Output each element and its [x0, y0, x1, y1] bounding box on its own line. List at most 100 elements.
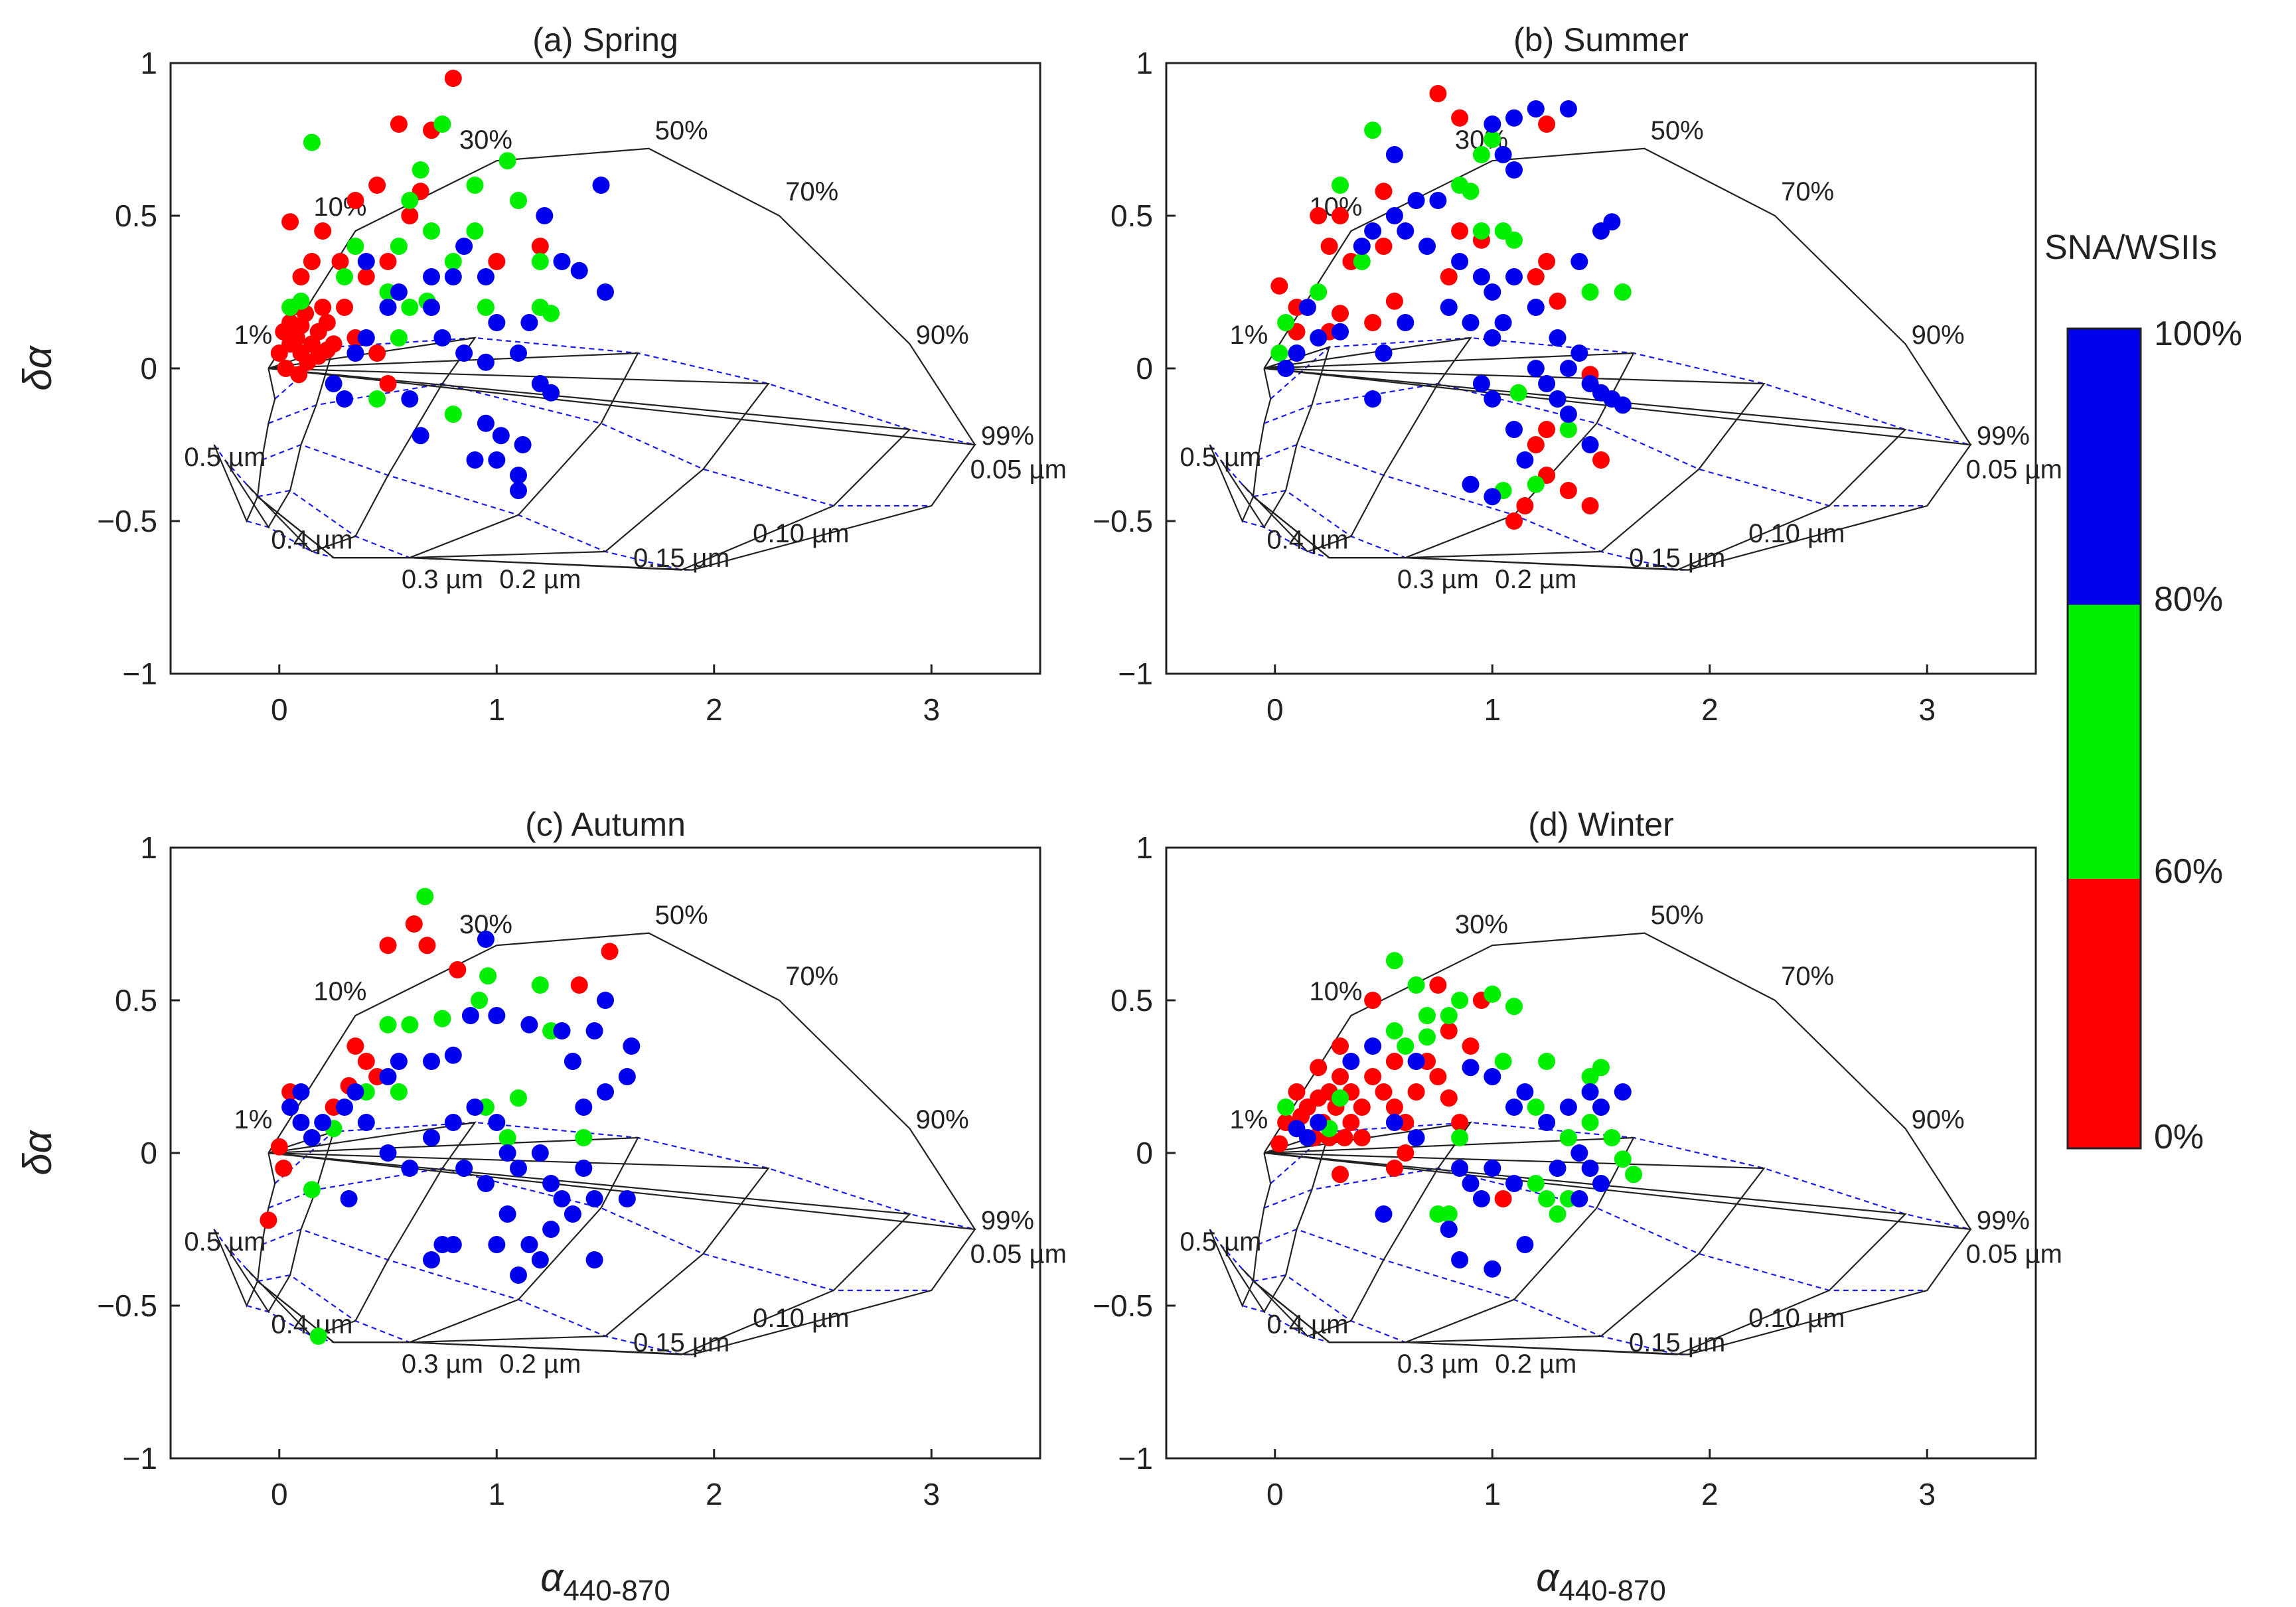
radius-label: 0.05 µm	[1966, 455, 2062, 485]
radius-label: 0.10 µm	[1748, 519, 1845, 548]
radius-label: 0.3 µm	[402, 565, 483, 594]
colorbar: SNA/WSIIs 100% 80% 60% 0%	[2044, 228, 2242, 1156]
fraction-grid-line	[1209, 1152, 1272, 1308]
y-tick-label: 0	[1136, 1136, 1153, 1170]
y-tick-label: 0.5	[1110, 983, 1153, 1018]
x-tick-label: 0	[271, 1477, 288, 1511]
x-tick-label: 2	[706, 1477, 723, 1511]
data-point	[405, 915, 423, 933]
data-point	[423, 1053, 440, 1070]
fraction-label: 90%	[1912, 1105, 1965, 1134]
y-tick-label: −0.5	[1093, 1288, 1153, 1323]
data-point	[520, 1016, 538, 1033]
plot-area	[169, 846, 1041, 1460]
data-point	[292, 1114, 310, 1131]
data-point	[346, 192, 364, 209]
data-point	[444, 406, 462, 423]
data-point	[1592, 1175, 1610, 1192]
data-point	[1538, 115, 1556, 133]
data-point	[1310, 1114, 1328, 1131]
data-point	[1472, 222, 1490, 240]
fraction-grid-line	[213, 368, 276, 523]
data-point	[281, 299, 299, 316]
radius-label: 0.10 µm	[1748, 1304, 1845, 1333]
data-point	[357, 1053, 375, 1070]
data-point	[1385, 1160, 1403, 1177]
data-point	[1451, 1251, 1469, 1268]
data-point	[1270, 344, 1288, 362]
data-point	[1527, 436, 1545, 453]
x-tick-label: 2	[1701, 1477, 1719, 1511]
data-point	[1484, 1068, 1501, 1085]
panel-title-winter: (d) Winter	[1528, 806, 1673, 843]
data-point	[379, 253, 397, 270]
data-point	[1538, 1114, 1556, 1131]
radius-label: 0.2 µm	[499, 1349, 581, 1379]
data-point	[455, 1160, 473, 1177]
data-point	[1570, 1190, 1588, 1207]
data-point	[1385, 1053, 1403, 1070]
data-point	[303, 253, 321, 270]
colorbar-label-0: 0%	[2154, 1118, 2204, 1156]
radius-label: 0.5 µm	[1180, 1227, 1261, 1257]
data-point	[570, 262, 588, 279]
data-point	[390, 1083, 408, 1101]
data-point	[1472, 375, 1490, 392]
data-point	[340, 1190, 358, 1207]
radius-label: 0.05 µm	[970, 1240, 1067, 1269]
data-point	[379, 1144, 397, 1162]
data-point	[1484, 131, 1501, 148]
colorbar-label-60: 60%	[2154, 852, 2223, 891]
y-tick-label: 1	[140, 830, 157, 865]
colorbar-label-100: 100%	[2154, 315, 2242, 353]
data-point	[1332, 1068, 1349, 1085]
data-point	[1505, 1175, 1523, 1192]
data-point	[575, 1160, 593, 1177]
data-point	[1472, 146, 1490, 163]
data-point	[1505, 161, 1523, 179]
data-point	[390, 115, 408, 133]
data-point	[498, 1144, 516, 1162]
data-point	[1364, 390, 1382, 408]
data-point	[1385, 146, 1403, 163]
data-point	[292, 317, 310, 335]
data-point	[1429, 976, 1447, 994]
fraction-label: 70%	[1781, 962, 1834, 991]
data-point	[277, 360, 295, 377]
data-point	[1364, 222, 1382, 240]
data-point	[1418, 1028, 1436, 1046]
data-point	[444, 268, 462, 285]
radius-label: 0.15 µm	[1629, 544, 1725, 573]
fraction-label: 70%	[785, 177, 838, 206]
data-point	[1364, 992, 1382, 1009]
data-point	[597, 992, 614, 1009]
x-tick-label: 1	[488, 1477, 505, 1511]
data-point	[1375, 1083, 1393, 1101]
data-point	[444, 1236, 462, 1253]
data-point	[1451, 253, 1469, 270]
data-point	[1364, 1068, 1382, 1085]
data-point	[1581, 1083, 1599, 1101]
fraction-envelope-line	[268, 147, 976, 445]
data-point	[423, 299, 440, 316]
data-point	[1559, 100, 1577, 117]
data-point	[1407, 192, 1425, 209]
fraction-label: 10%	[313, 977, 366, 1006]
data-point	[303, 1181, 321, 1199]
fraction-label: 1%	[234, 1105, 273, 1134]
fraction-label: 99%	[981, 421, 1034, 451]
radius-grid-line	[257, 489, 410, 559]
data-point	[357, 1114, 375, 1131]
data-point	[1559, 482, 1577, 499]
data-point	[1581, 436, 1599, 453]
data-point	[1440, 299, 1458, 316]
data-point	[471, 992, 488, 1009]
data-point	[444, 70, 462, 87]
data-point	[1353, 1099, 1371, 1116]
data-point	[1549, 1205, 1567, 1223]
data-point	[466, 1099, 484, 1116]
data-point	[318, 341, 336, 359]
data-point	[346, 344, 364, 362]
x-tick-label: 3	[923, 1477, 940, 1511]
plot-area	[1165, 62, 2037, 675]
